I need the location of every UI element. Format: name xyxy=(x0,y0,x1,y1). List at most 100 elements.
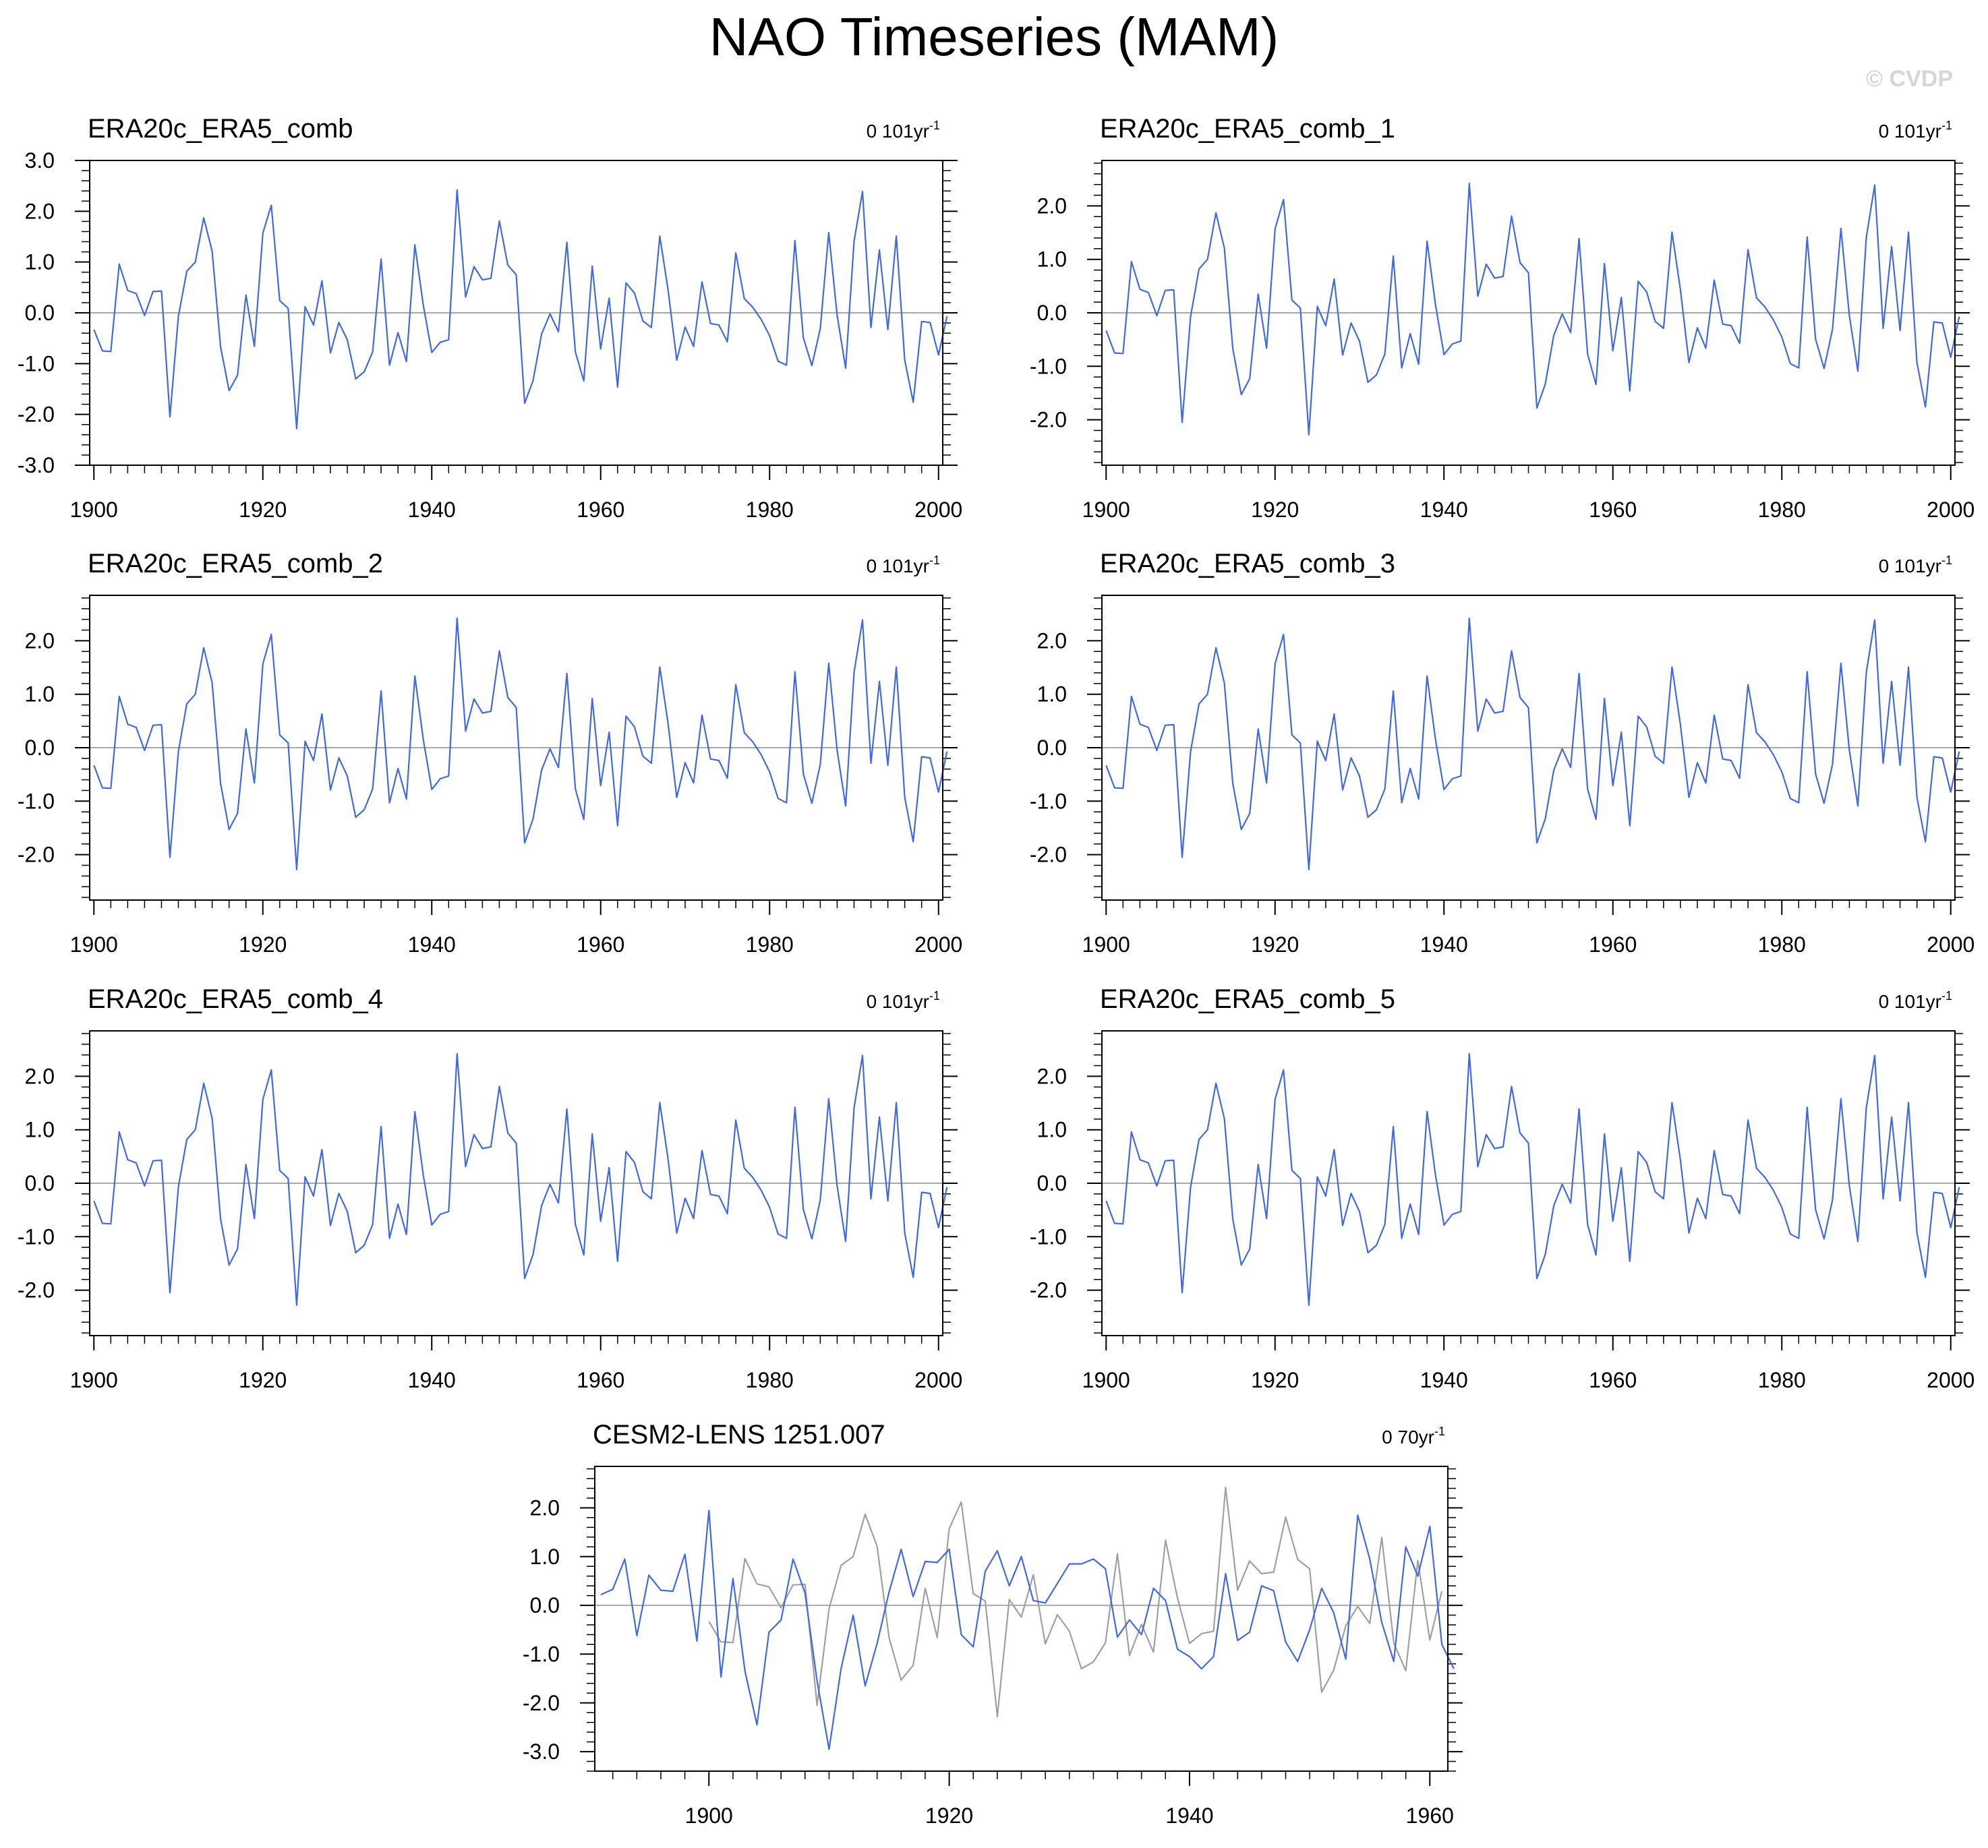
y-tick-label: -1.0 xyxy=(1030,1224,1067,1249)
x-tick-label: 1980 xyxy=(746,1368,794,1392)
x-tick-label: 2000 xyxy=(1927,498,1975,522)
panel-6: ERA20c_ERA5_comb_5 0 101yr-1 -2.0 -1.0 0.0 1.… xyxy=(1030,984,1975,1392)
x-tick-label: 1920 xyxy=(239,1368,287,1392)
x-tick-label: 1980 xyxy=(746,498,794,522)
x-tick-label: 2000 xyxy=(914,1368,962,1392)
figure-title: NAO Timeseries (MAM) xyxy=(709,7,1279,67)
x-tick-label: 1900 xyxy=(70,932,118,957)
x-tick-label: 1900 xyxy=(70,498,118,522)
x-tick-label: 1960 xyxy=(1589,1368,1637,1392)
series-line xyxy=(93,189,948,429)
y-tick-label: 0.0 xyxy=(25,301,55,325)
y-tick-label: -1.0 xyxy=(18,1224,55,1249)
trend-label-exponent: -1 xyxy=(929,119,940,132)
plot-frame xyxy=(89,595,943,901)
y-tick-label: 0.0 xyxy=(1037,736,1067,760)
x-tick-label: 1940 xyxy=(408,498,456,522)
x-tick-label: 1940 xyxy=(408,932,456,957)
y-tick-label: -2.0 xyxy=(1030,1278,1067,1303)
watermark: © CVDP xyxy=(1866,66,1953,92)
x-tick-label: 1980 xyxy=(746,932,794,957)
trend-label: 0 101yr-1 xyxy=(1879,989,1952,1012)
trend-label-text: 0 101yr xyxy=(1879,991,1941,1012)
trend-label: 0 70yr-1 xyxy=(1382,1425,1445,1448)
reference-series-line xyxy=(708,1487,1443,1718)
x-tick-label: 1940 xyxy=(1420,932,1468,957)
series-line xyxy=(93,1052,948,1306)
y-tick-label: -1.0 xyxy=(523,1642,560,1666)
y-tick-label: 0.0 xyxy=(1037,1171,1067,1195)
trend-label-exponent: -1 xyxy=(1941,554,1952,567)
trend-label: 0 101yr-1 xyxy=(867,119,940,142)
y-tick-label: 2.0 xyxy=(25,628,55,653)
y-tick-label: 1.0 xyxy=(1037,682,1067,707)
series-line xyxy=(1105,1052,1960,1306)
plot-frame xyxy=(1101,595,1956,901)
panel-title: CESM2-LENS 1251.007 xyxy=(593,1420,885,1450)
y-tick-label: -3.0 xyxy=(18,453,55,477)
y-tick-label: 2.0 xyxy=(1037,628,1067,653)
trend-label: 0 101yr-1 xyxy=(1879,554,1952,576)
y-tick-label: -2.0 xyxy=(523,1691,560,1715)
trend-label: 0 101yr-1 xyxy=(867,554,940,576)
x-tick-label: 1960 xyxy=(1589,932,1637,957)
plot-frame xyxy=(1101,1030,1956,1336)
x-tick-label: 1920 xyxy=(925,1804,973,1828)
y-tick-label: 1.0 xyxy=(25,1118,55,1142)
x-tick-label: 1980 xyxy=(1758,498,1806,522)
y-tick-label: 2.0 xyxy=(25,199,55,223)
y-tick-label: 2.0 xyxy=(1037,193,1067,218)
series-line xyxy=(93,617,948,870)
trend-label-text: 0 101yr xyxy=(867,121,929,142)
y-tick-label: 0.0 xyxy=(25,736,55,760)
x-tick-label: 1900 xyxy=(70,1368,118,1392)
x-tick-label: 2000 xyxy=(914,498,962,522)
x-tick-label: 1920 xyxy=(1251,498,1299,522)
panel-title: ERA20c_ERA5_comb_4 xyxy=(88,984,383,1014)
x-tick-label: 1960 xyxy=(1406,1804,1454,1828)
y-tick-label: -2.0 xyxy=(1030,843,1067,867)
y-tick-label: -3.0 xyxy=(523,1739,560,1764)
y-tick-label: -1.0 xyxy=(1030,789,1067,813)
x-tick-label: 1940 xyxy=(1420,1368,1468,1392)
trend-label: 0 101yr-1 xyxy=(867,989,940,1012)
trend-label-exponent: -1 xyxy=(1941,119,1952,132)
x-tick-label: 2000 xyxy=(1927,932,1975,957)
plot-frame xyxy=(89,160,943,466)
panel-4: ERA20c_ERA5_comb_3 0 101yr-1 -2.0 -1.0 0.0 1.… xyxy=(1030,549,1975,957)
panel-title: ERA20c_ERA5_comb xyxy=(88,114,353,144)
x-tick-label: 1920 xyxy=(1251,932,1299,957)
series-line xyxy=(1105,183,1960,436)
y-tick-label: 2.0 xyxy=(530,1495,560,1520)
panel-3: ERA20c_ERA5_comb_2 0 101yr-1 -2.0 -1.0 0.0 1.… xyxy=(18,549,962,957)
panels: ERA20c_ERA5_comb 0 101yr-1-3.0-2.0-1.00.0… xyxy=(18,114,1975,1828)
panel-title: ERA20c_ERA5_comb_2 xyxy=(88,549,383,578)
trend-label-text: 0 101yr xyxy=(867,556,929,576)
series-line xyxy=(600,1510,1455,1750)
x-tick-label: 1940 xyxy=(408,1368,456,1392)
panel-1: ERA20c_ERA5_comb 0 101yr-1 -3.0 -2.0 -1.0 0.0… xyxy=(18,114,962,522)
y-tick-label: 1.0 xyxy=(530,1545,560,1569)
trend-label: 0 101yr-1 xyxy=(1879,119,1952,142)
plot-frame xyxy=(1101,160,1956,466)
trend-label-text: 0 101yr xyxy=(867,991,929,1012)
y-tick-label: 3.0 xyxy=(25,148,55,173)
trend-label-text: 0 101yr xyxy=(1879,121,1941,142)
x-tick-label: 1980 xyxy=(1758,1368,1806,1392)
x-tick-label: 1920 xyxy=(239,498,287,522)
y-tick-label: -2.0 xyxy=(18,403,55,427)
x-tick-label: 1940 xyxy=(1165,1804,1213,1828)
trend-label-exponent: -1 xyxy=(1941,989,1952,1003)
x-tick-label: 2000 xyxy=(914,932,962,957)
y-tick-label: -2.0 xyxy=(18,1278,55,1303)
x-tick-label: 1960 xyxy=(577,498,624,522)
x-tick-label: 1920 xyxy=(1251,1368,1299,1392)
panel-title: ERA20c_ERA5_comb_1 xyxy=(1100,114,1395,144)
panel-2: ERA20c_ERA5_comb_1 0 101yr-1 -2.0 -1.0 0.0 1.… xyxy=(1030,114,1975,522)
y-tick-label: 2.0 xyxy=(1037,1064,1067,1088)
y-tick-label: -2.0 xyxy=(1030,408,1067,432)
plot-frame xyxy=(594,1466,1449,1772)
x-tick-label: 1900 xyxy=(1082,1368,1130,1392)
y-tick-label: 2.0 xyxy=(25,1064,55,1088)
